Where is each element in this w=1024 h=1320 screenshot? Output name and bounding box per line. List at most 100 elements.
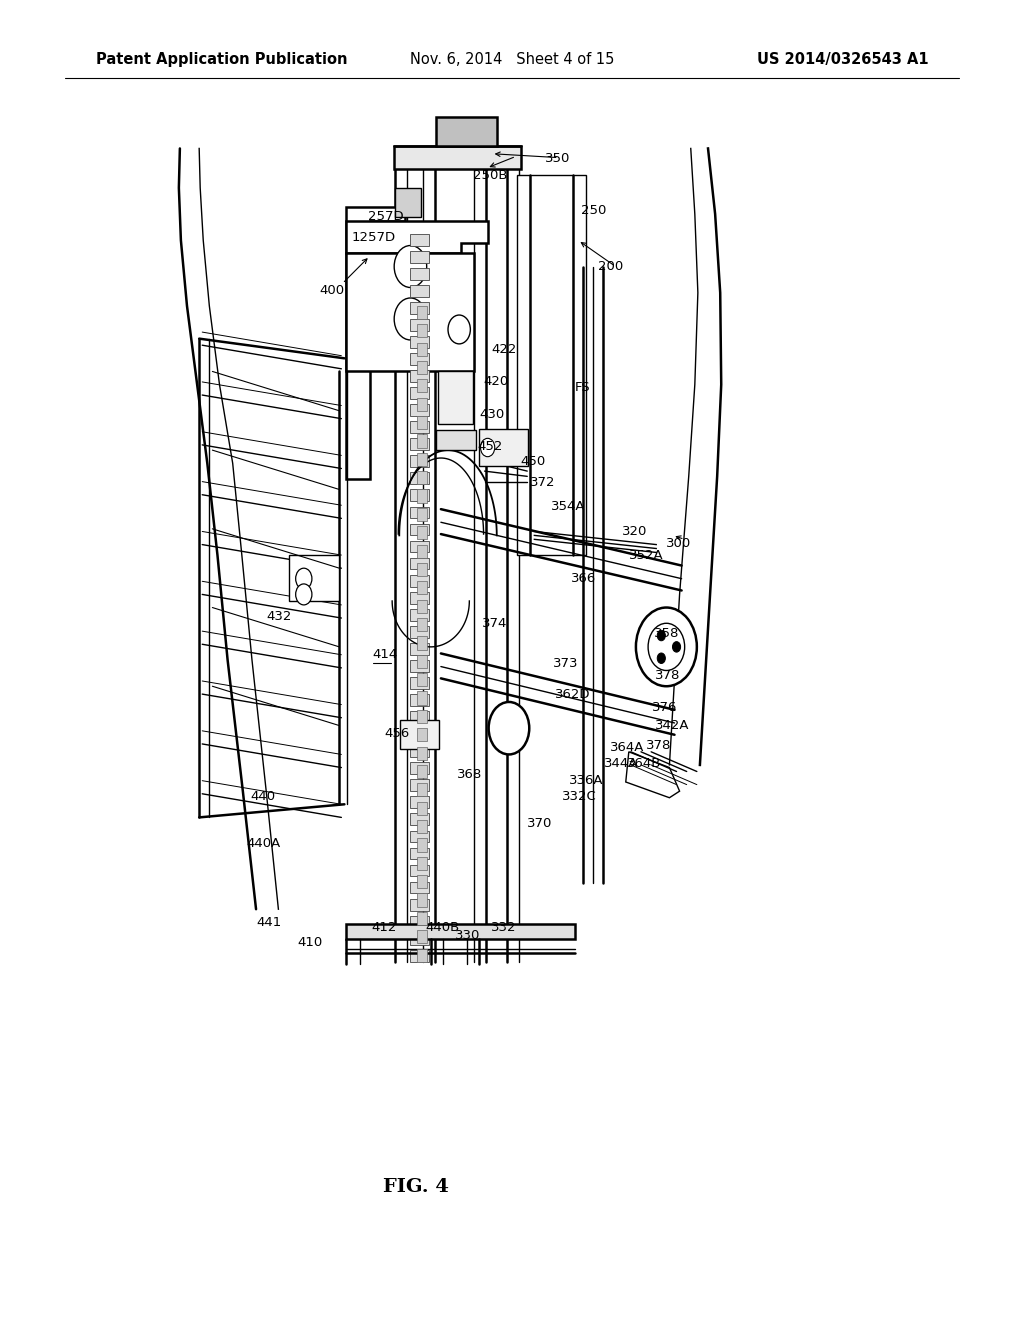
Bar bbox=[411, 660, 429, 672]
Text: 450: 450 bbox=[520, 455, 546, 469]
Bar bbox=[417, 599, 427, 612]
Text: 332C: 332C bbox=[562, 789, 597, 803]
Text: 362D: 362D bbox=[555, 688, 590, 701]
Bar bbox=[417, 747, 427, 760]
Text: 336A: 336A bbox=[569, 774, 603, 787]
Text: 250B: 250B bbox=[473, 169, 508, 182]
Bar bbox=[417, 783, 427, 796]
Bar bbox=[411, 626, 429, 638]
Text: 410: 410 bbox=[298, 936, 323, 949]
Bar bbox=[411, 830, 429, 842]
Text: 320: 320 bbox=[622, 525, 647, 539]
Text: 378: 378 bbox=[646, 739, 672, 752]
Polygon shape bbox=[346, 207, 406, 479]
Bar bbox=[417, 729, 427, 742]
Bar bbox=[411, 796, 429, 808]
Text: Patent Application Publication: Patent Application Publication bbox=[95, 51, 347, 67]
Bar bbox=[417, 692, 427, 705]
Bar bbox=[417, 801, 427, 814]
Bar bbox=[411, 813, 429, 825]
Bar bbox=[417, 490, 427, 503]
Bar bbox=[395, 187, 421, 216]
Bar bbox=[417, 416, 427, 429]
Bar bbox=[417, 306, 427, 319]
Bar bbox=[517, 174, 586, 556]
Circle shape bbox=[657, 653, 666, 664]
Circle shape bbox=[648, 623, 685, 671]
Bar bbox=[436, 430, 476, 450]
Bar bbox=[411, 779, 429, 791]
Bar bbox=[417, 931, 427, 944]
Text: 440A: 440A bbox=[246, 837, 281, 850]
Bar bbox=[411, 694, 429, 706]
Text: FIG. 4: FIG. 4 bbox=[383, 1179, 449, 1196]
Bar bbox=[417, 838, 427, 851]
Text: 1257D: 1257D bbox=[351, 231, 395, 244]
Circle shape bbox=[636, 607, 697, 686]
Bar bbox=[411, 473, 429, 484]
Circle shape bbox=[449, 315, 470, 345]
Bar bbox=[417, 581, 427, 594]
Text: 364B: 364B bbox=[627, 758, 662, 770]
Text: 358: 358 bbox=[654, 627, 680, 640]
Bar bbox=[411, 268, 429, 280]
Polygon shape bbox=[346, 220, 487, 253]
Bar bbox=[411, 302, 429, 314]
Text: 350: 350 bbox=[545, 152, 570, 165]
Bar bbox=[411, 882, 429, 894]
Bar bbox=[411, 319, 429, 331]
Text: 352A: 352A bbox=[629, 549, 664, 561]
Bar bbox=[411, 352, 429, 364]
Text: 366: 366 bbox=[571, 572, 596, 585]
Circle shape bbox=[488, 702, 529, 755]
Text: 440B: 440B bbox=[426, 921, 460, 935]
Bar bbox=[417, 360, 427, 374]
Circle shape bbox=[296, 568, 312, 589]
Bar bbox=[417, 875, 427, 888]
Circle shape bbox=[394, 298, 427, 341]
Bar bbox=[417, 379, 427, 392]
Text: US 2014/0326543 A1: US 2014/0326543 A1 bbox=[757, 51, 929, 67]
Text: Nov. 6, 2014   Sheet 4 of 15: Nov. 6, 2014 Sheet 4 of 15 bbox=[410, 51, 614, 67]
Text: 250: 250 bbox=[581, 203, 606, 216]
Text: 430: 430 bbox=[479, 408, 505, 421]
Bar bbox=[411, 609, 429, 620]
Bar bbox=[436, 117, 497, 145]
Bar bbox=[411, 404, 429, 416]
Bar bbox=[411, 285, 429, 297]
Text: 420: 420 bbox=[483, 375, 509, 388]
Bar bbox=[417, 434, 427, 447]
Bar bbox=[411, 763, 429, 774]
Bar bbox=[417, 453, 427, 466]
Bar bbox=[411, 490, 429, 502]
Circle shape bbox=[394, 246, 427, 288]
Circle shape bbox=[480, 438, 495, 457]
Bar bbox=[411, 950, 429, 962]
Bar bbox=[417, 636, 427, 649]
Bar bbox=[400, 721, 439, 750]
Bar bbox=[417, 764, 427, 777]
Bar bbox=[411, 746, 429, 758]
Text: 372: 372 bbox=[530, 477, 556, 490]
Text: 300: 300 bbox=[667, 537, 691, 549]
Circle shape bbox=[296, 583, 312, 605]
Text: 332: 332 bbox=[490, 921, 516, 935]
Bar bbox=[411, 557, 429, 569]
Text: 200: 200 bbox=[598, 260, 624, 273]
Text: 432: 432 bbox=[266, 610, 292, 623]
Text: 441: 441 bbox=[256, 916, 282, 929]
Bar bbox=[417, 527, 427, 540]
Text: 400: 400 bbox=[319, 284, 344, 297]
Text: 342A: 342A bbox=[655, 719, 690, 733]
Bar bbox=[438, 371, 473, 424]
Bar bbox=[417, 912, 427, 925]
Bar bbox=[411, 541, 429, 553]
Text: FS: FS bbox=[574, 380, 591, 393]
Bar bbox=[417, 397, 427, 411]
Bar bbox=[411, 865, 429, 876]
Bar bbox=[417, 894, 427, 907]
Bar bbox=[394, 145, 521, 169]
Bar bbox=[417, 710, 427, 723]
Bar bbox=[417, 343, 427, 355]
Text: 368: 368 bbox=[457, 768, 482, 780]
